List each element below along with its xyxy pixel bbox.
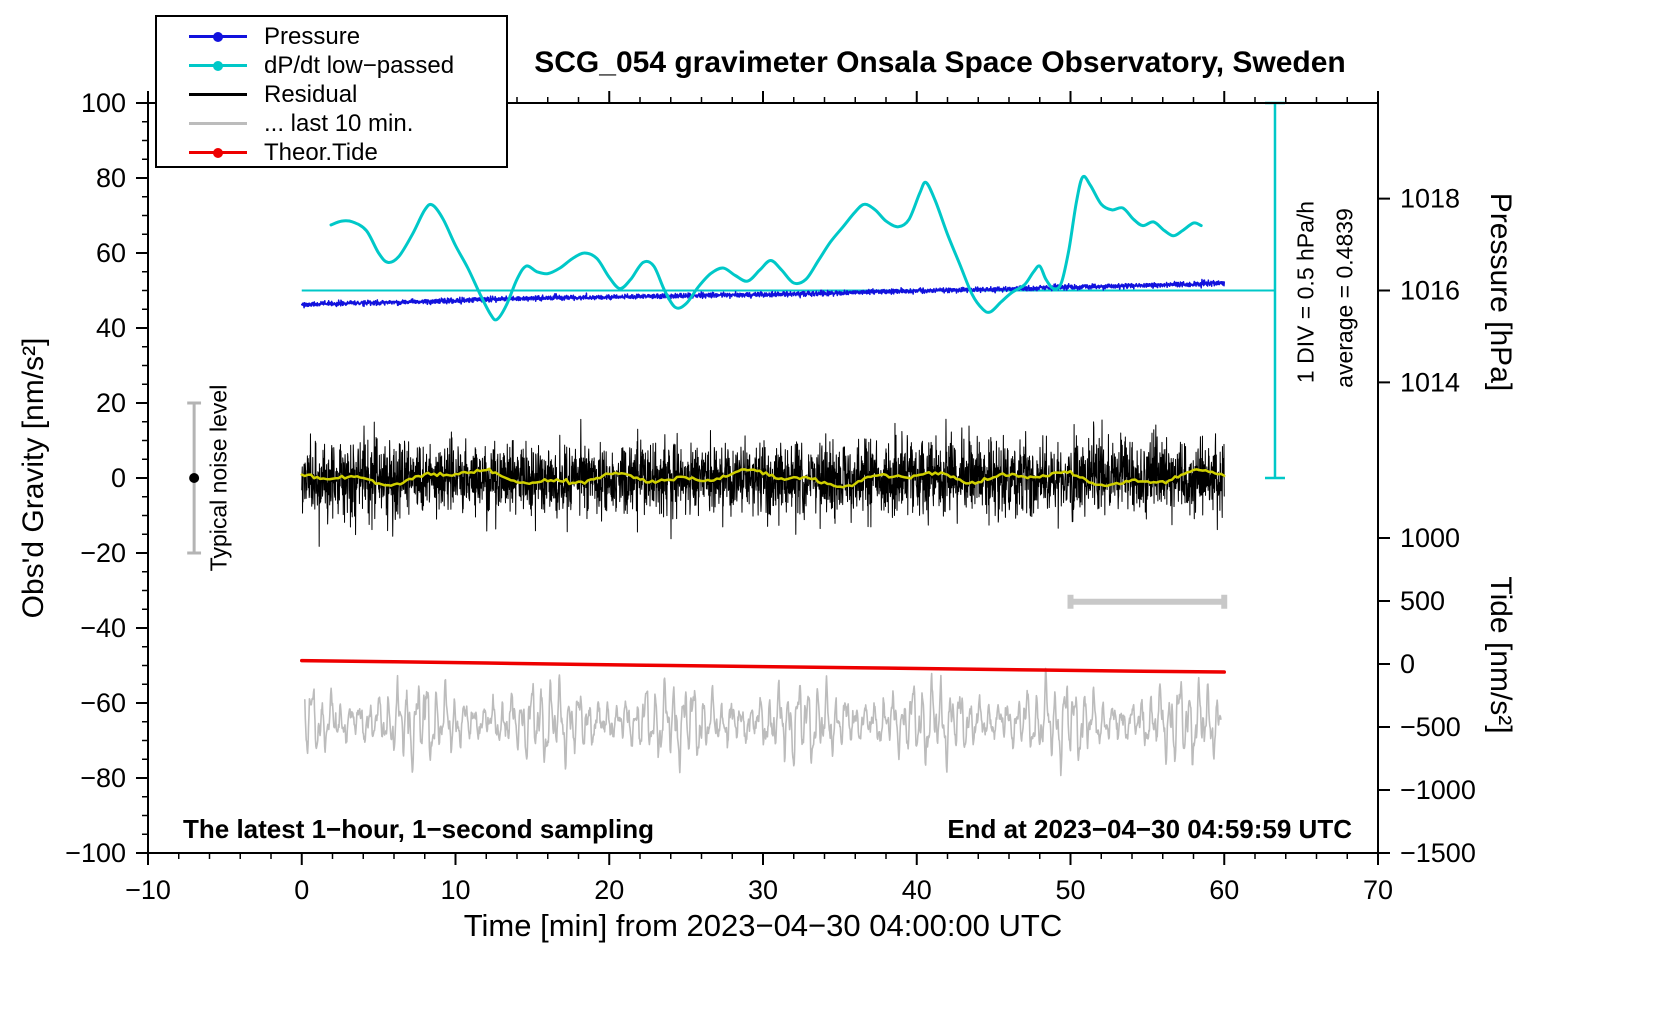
legend-item-pressure: Pressure xyxy=(157,22,506,51)
svg-text:−10: −10 xyxy=(125,875,171,905)
svg-text:−1000: −1000 xyxy=(1400,775,1476,805)
svg-text:1016: 1016 xyxy=(1400,276,1460,306)
svg-text:30: 30 xyxy=(748,875,778,905)
svg-text:1000: 1000 xyxy=(1400,523,1460,553)
svg-text:40: 40 xyxy=(902,875,932,905)
svg-text:10: 10 xyxy=(440,875,470,905)
svg-text:20: 20 xyxy=(96,388,126,418)
legend-label: dP/dt low−passed xyxy=(264,51,455,79)
legend-label: Pressure xyxy=(264,22,361,50)
svg-text:−500: −500 xyxy=(1400,712,1461,742)
chart-title: SCG_054 gravimeter Onsala Space Observat… xyxy=(534,46,1346,79)
dpdt-line-marker xyxy=(189,51,247,80)
svg-text:1014: 1014 xyxy=(1400,367,1460,397)
last10-line-marker xyxy=(189,109,247,138)
svg-text:0: 0 xyxy=(111,463,126,493)
typical-noise-level-label: Typical noise level xyxy=(205,384,232,572)
legend-label: Theor.Tide xyxy=(264,138,378,166)
legend-label: Residual xyxy=(264,80,358,108)
end-time-note: End at 2023−04−30 04:59:59 UTC xyxy=(947,814,1352,844)
sampling-note: The latest 1−hour, 1−second sampling xyxy=(183,814,655,844)
svg-text:−100: −100 xyxy=(65,838,126,868)
svg-text:1018: 1018 xyxy=(1400,184,1460,214)
legend-label: ... last 10 min. xyxy=(264,109,414,137)
legend-item-last10: ... last 10 min. xyxy=(157,109,506,138)
legend-item-theor-tide: Theor.Tide xyxy=(157,138,506,167)
average-rate-label: average = 0.4839 xyxy=(1331,208,1358,388)
svg-text:50: 50 xyxy=(1055,875,1085,905)
svg-text:80: 80 xyxy=(96,163,126,193)
residual-line-marker xyxy=(189,80,247,109)
svg-text:500: 500 xyxy=(1400,586,1445,616)
svg-text:70: 70 xyxy=(1363,875,1393,905)
svg-text:0: 0 xyxy=(294,875,309,905)
svg-text:60: 60 xyxy=(1209,875,1239,905)
svg-text:0: 0 xyxy=(1400,649,1415,679)
svg-text:−1500: −1500 xyxy=(1400,838,1476,868)
x-axis-label-time: Time [min] from 2023−04−30 04:00:00 UTC xyxy=(463,908,1063,943)
y-axis-label-tide: Tide [nm/s²] xyxy=(1484,576,1517,734)
svg-text:20: 20 xyxy=(594,875,624,905)
tide-line-marker xyxy=(189,138,247,167)
div-scale-label: 1 DIV = 0.5 hPa/h xyxy=(1292,200,1319,384)
y-axis-label-pressure: Pressure [hPa] xyxy=(1484,192,1517,392)
svg-text:100: 100 xyxy=(81,88,126,118)
legend-item-residual: Residual xyxy=(157,80,506,109)
svg-text:−60: −60 xyxy=(80,688,126,718)
svg-text:40: 40 xyxy=(96,313,126,343)
legend-item-dpdt: dP/dt low−passed xyxy=(157,51,506,80)
svg-text:60: 60 xyxy=(96,238,126,268)
svg-text:−40: −40 xyxy=(80,613,126,643)
pressure-line-marker xyxy=(189,22,247,51)
svg-text:−20: −20 xyxy=(80,538,126,568)
svg-text:−80: −80 xyxy=(80,763,126,793)
legend: Pressure dP/dt low−passed Residual ... l… xyxy=(155,15,508,168)
y-axis-label-gravity: Obs'd Gravity [nm/s²] xyxy=(17,337,50,619)
